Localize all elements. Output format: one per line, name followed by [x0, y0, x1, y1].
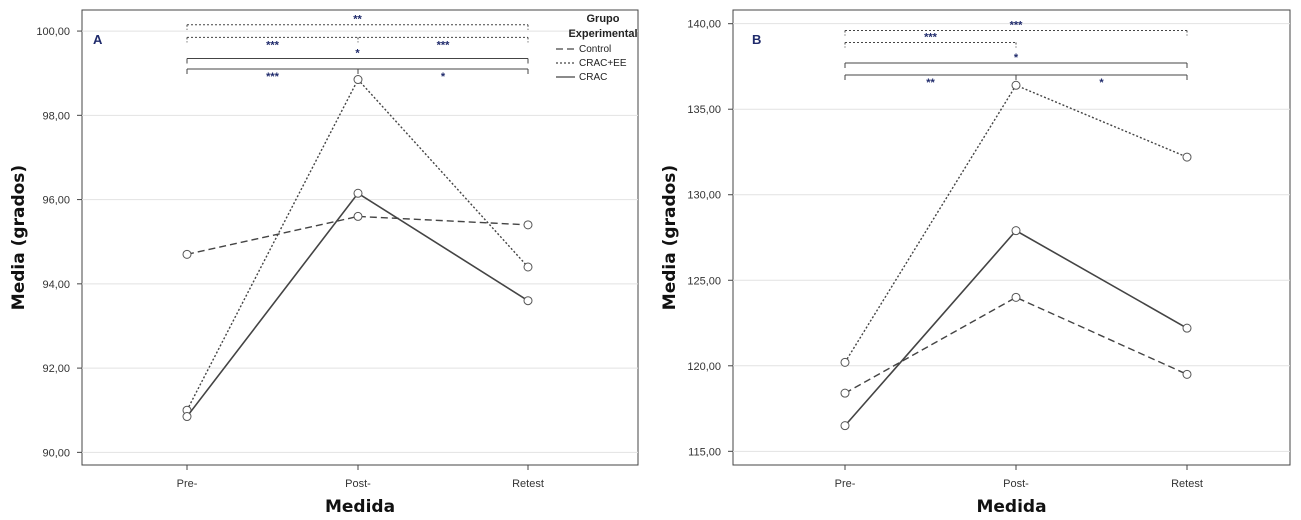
x-tick-label: Pre- [177, 478, 198, 490]
data-point [1011, 226, 1021, 236]
data-point [353, 188, 363, 198]
y-axis-label: Media (grados) [9, 165, 29, 310]
data-point [840, 357, 850, 367]
y-tick-label: 90,00 [42, 447, 70, 459]
series-line-control [844, 296, 1188, 394]
y-tick-label: 130,00 [687, 190, 721, 202]
data-point [1182, 369, 1192, 379]
significance-stars: *** [266, 39, 280, 51]
significance-stars: ** [926, 77, 935, 89]
legend-entry: Control [579, 44, 611, 55]
series-line-crac [186, 192, 529, 418]
significance-stars: ** [353, 14, 362, 26]
y-tick-label: 100,00 [36, 26, 70, 38]
data-point [840, 421, 850, 431]
data-point [840, 388, 850, 398]
significance-stars: *** [437, 39, 451, 51]
significance-stars: *** [1010, 20, 1024, 32]
panel-label: A [93, 32, 103, 47]
data-point [1011, 292, 1021, 302]
legend-entry: CRAC [579, 72, 607, 83]
legend-entry: CRAC+EE [579, 58, 627, 69]
data-point [182, 249, 192, 259]
x-tick-label: Pre- [835, 478, 856, 490]
significance-stars: * [1014, 52, 1019, 64]
x-axis-label: Medida [976, 497, 1046, 517]
y-tick-label: 98,00 [42, 110, 70, 122]
data-point [1182, 152, 1192, 162]
data-point [523, 262, 533, 272]
y-tick-label: 92,00 [42, 363, 70, 375]
significance-stars: * [355, 47, 360, 59]
x-tick-label: Post- [1003, 478, 1029, 490]
y-tick-label: 96,00 [42, 195, 70, 207]
y-tick-label: 120,00 [687, 361, 721, 373]
series-line-control [186, 215, 529, 256]
plot-frame [81, 9, 639, 466]
y-tick-label: 135,00 [687, 104, 721, 116]
data-point [523, 296, 533, 306]
series-line-crac [844, 229, 1188, 427]
legend-title: Experimental [568, 28, 637, 40]
x-tick-label: Retest [1171, 478, 1203, 490]
significance-stars: * [1099, 77, 1104, 89]
data-point [1011, 80, 1021, 90]
x-tick-label: Post- [345, 478, 371, 490]
y-axis-label: Media (grados) [660, 165, 680, 310]
y-tick-label: 125,00 [687, 275, 721, 287]
legend-title: Grupo [587, 13, 620, 25]
series-line-crac-ee [844, 84, 1188, 363]
y-tick-label: 115,00 [688, 446, 721, 458]
y-tick-label: 94,00 [42, 279, 70, 291]
y-tick-label: 140,00 [687, 19, 721, 31]
significance-stars: *** [266, 71, 280, 83]
significance-stars: *** [924, 32, 938, 44]
data-point [1182, 323, 1192, 333]
data-point [523, 220, 533, 230]
plot-frame [732, 9, 1291, 466]
data-point [353, 211, 363, 221]
data-point [182, 412, 192, 422]
series-line-crac-ee [186, 78, 529, 411]
significance-stars: * [441, 71, 446, 83]
panel-label: B [752, 32, 761, 47]
data-point [353, 75, 363, 85]
x-tick-label: Retest [512, 478, 544, 490]
x-axis-label: Medida [325, 497, 395, 517]
